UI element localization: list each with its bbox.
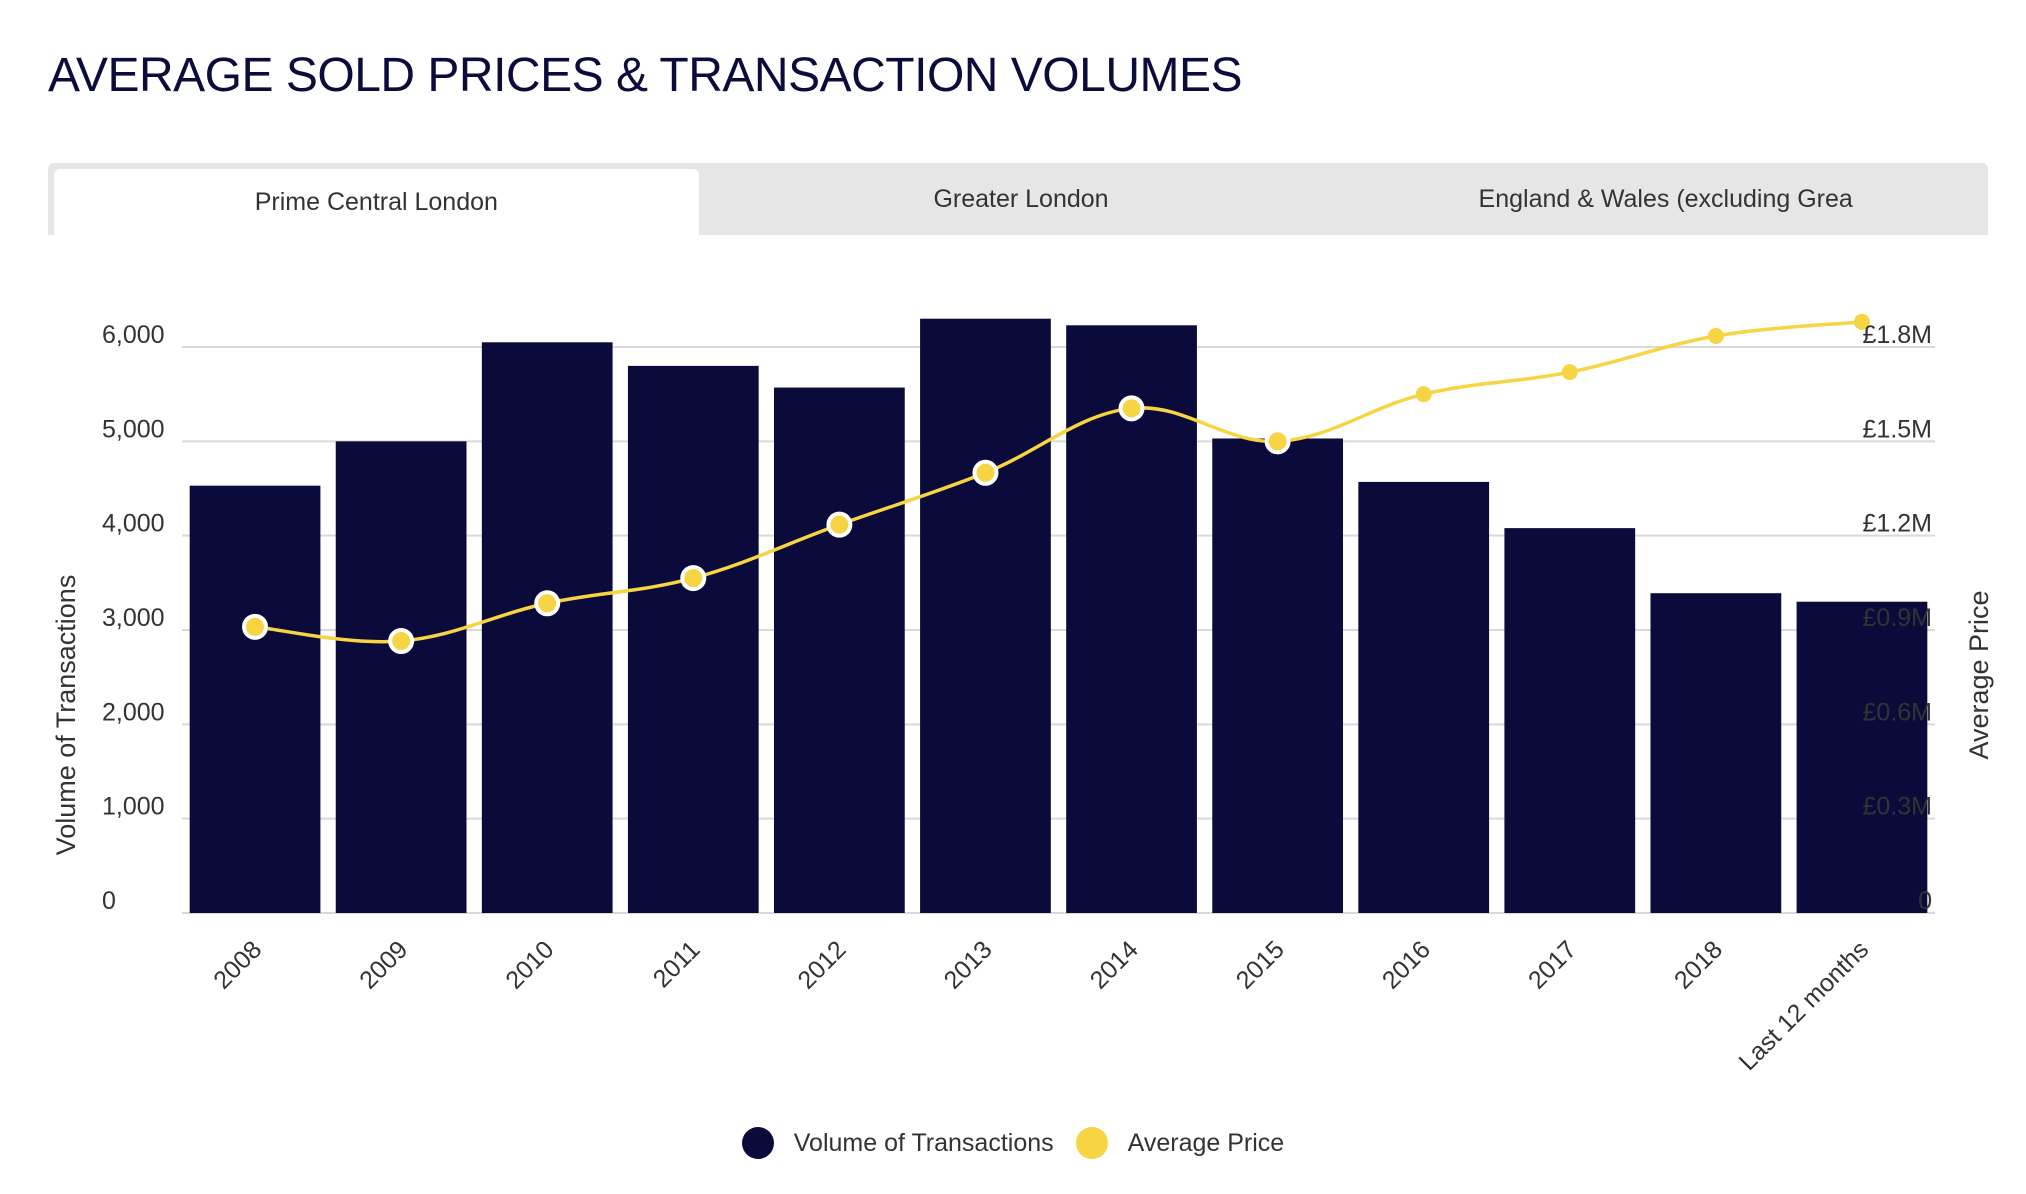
gridlines bbox=[182, 346, 1935, 914]
tab-prime-central-london[interactable]: Prime Central London bbox=[54, 169, 699, 235]
bar[interactable] bbox=[627, 365, 759, 913]
legend-swatch-volume bbox=[741, 1127, 774, 1159]
y-tick-label: 1,000 bbox=[102, 793, 165, 821]
bar[interactable] bbox=[481, 342, 613, 913]
x-tick-label: 2008 bbox=[208, 935, 267, 994]
x-tick-label: 2017 bbox=[1523, 935, 1582, 994]
price-point[interactable] bbox=[680, 565, 707, 592]
bar[interactable] bbox=[1212, 438, 1343, 913]
bar[interactable] bbox=[1796, 601, 1928, 913]
price-point[interactable] bbox=[242, 613, 269, 640]
price-line-path bbox=[254, 320, 1863, 644]
y-tick-label: 2,000 bbox=[102, 698, 165, 726]
y-tick-label: 5,000 bbox=[102, 415, 165, 443]
x-tick-label: 2012 bbox=[792, 935, 851, 994]
x-tick-label: 2013 bbox=[939, 935, 998, 994]
y2-tick-label: £1.5M bbox=[1863, 415, 1932, 443]
bar[interactable] bbox=[1066, 325, 1197, 913]
legend-item-average-price[interactable]: Average Price bbox=[1075, 1127, 1285, 1159]
y-tick-label: 0 bbox=[102, 887, 116, 915]
y2-tick-label: £0.6M bbox=[1863, 698, 1932, 726]
price-point[interactable] bbox=[1561, 364, 1578, 381]
x-tick-label: 2015 bbox=[1231, 935, 1290, 994]
bar[interactable] bbox=[920, 318, 1051, 913]
price-point[interactable] bbox=[1264, 428, 1291, 455]
bars bbox=[189, 318, 1928, 913]
region-tabs: Prime Central London Greater London Engl… bbox=[48, 163, 1988, 235]
price-line bbox=[242, 313, 1870, 655]
price-point[interactable] bbox=[826, 511, 853, 538]
x-tick-label: 2010 bbox=[500, 935, 559, 994]
bar[interactable] bbox=[1650, 593, 1782, 913]
price-point[interactable] bbox=[1707, 327, 1724, 344]
legend: Volume of Transactions Average Price bbox=[0, 1127, 2026, 1159]
price-point[interactable] bbox=[1853, 313, 1870, 330]
price-point[interactable] bbox=[1415, 386, 1432, 403]
tab-greater-london[interactable]: Greater London bbox=[933, 184, 1109, 213]
bar[interactable] bbox=[1358, 481, 1490, 913]
bar[interactable] bbox=[1504, 528, 1636, 913]
y-tick-label: 6,000 bbox=[102, 321, 165, 349]
y2-axis-title: Average Price bbox=[1964, 590, 1994, 759]
page-title: AVERAGE SOLD PRICES & TRANSACTION VOLUME… bbox=[48, 49, 1243, 102]
price-point[interactable] bbox=[534, 590, 561, 617]
price-point[interactable] bbox=[972, 459, 999, 486]
y-tick-label: 4,000 bbox=[102, 510, 165, 538]
y-axis-title: Volume of Transactions bbox=[51, 575, 81, 856]
bar[interactable] bbox=[774, 387, 905, 913]
x-tick-label: 2018 bbox=[1669, 935, 1728, 994]
price-point[interactable] bbox=[388, 628, 415, 655]
x-tick-label: 2009 bbox=[354, 935, 413, 994]
price-point[interactable] bbox=[1118, 395, 1145, 422]
y2-tick-label: £1.2M bbox=[1863, 510, 1932, 538]
legend-label-volume: Volume of Transactions bbox=[793, 1128, 1054, 1157]
x-tick-label: 2011 bbox=[648, 935, 706, 993]
bar[interactable] bbox=[335, 441, 467, 913]
bar[interactable] bbox=[189, 485, 321, 913]
combo-chart: 0 0 1,000 £0.3M 2,000 £0.6M 3,000 £0.9M 4,000 £1.… bbox=[51, 313, 1994, 1076]
y2-tick-label: £0.9M bbox=[1863, 604, 1932, 632]
tab-england-wales[interactable]: England & Wales (excluding Grea bbox=[1478, 184, 1853, 213]
y-tick-label: 3,000 bbox=[102, 604, 165, 632]
y2-tick-label: £1.8M bbox=[1863, 321, 1932, 349]
y2-tick-label: £0.3M bbox=[1863, 793, 1932, 821]
x-tick-label: 2014 bbox=[1085, 935, 1144, 994]
x-tick-label: 2016 bbox=[1377, 935, 1436, 994]
x-tick-label: Last 12 months bbox=[1734, 935, 1875, 1076]
legend-label-price: Average Price bbox=[1127, 1128, 1285, 1157]
legend-item-volume[interactable]: Volume of Transactions bbox=[741, 1127, 1054, 1159]
legend-swatch-price bbox=[1075, 1127, 1108, 1159]
y2-tick-label: 0 bbox=[1918, 887, 1932, 915]
